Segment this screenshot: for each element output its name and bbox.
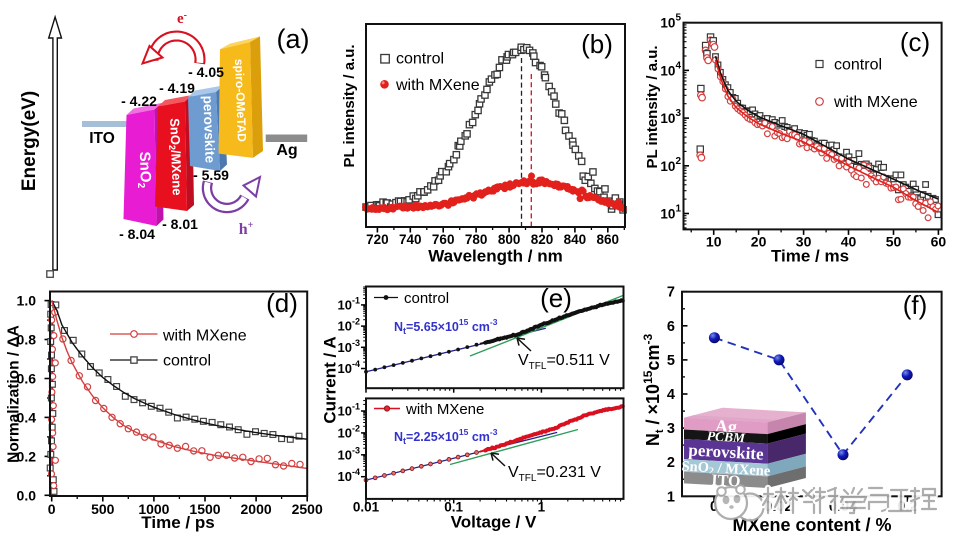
svg-text:1.0: 1.0 [17,293,37,309]
svg-text:0.2: 0.2 [17,448,37,464]
svg-text:(d): (d) [266,288,298,318]
svg-text:SnO2/MXene: SnO2/MXene [166,118,185,196]
svg-text:0.4: 0.4 [17,409,37,425]
svg-text:(b): (b) [581,29,613,59]
svg-text:control: control [834,57,882,74]
svg-text:- 4.19: - 4.19 [159,80,195,96]
svg-text:3: 3 [667,421,675,437]
svg-text:with MXene: with MXene [395,77,480,94]
svg-text:Wavelength / nm: Wavelength / nm [428,247,562,266]
svg-text:Ag: Ag [276,142,297,159]
svg-text:2: 2 [667,455,675,471]
svg-text:0: 0 [710,499,718,515]
svg-text:- 5.59: - 5.59 [193,167,229,183]
svg-text:0.6: 0.6 [17,371,37,387]
svg-text:e-: e- [177,10,187,27]
svg-text:0.0: 0.0 [17,487,37,503]
svg-text:spiro-OMeTAD: spiro-OMeTAD [232,59,249,143]
svg-text:control: control [404,290,449,307]
svg-text:Nt=5.65×1015 cm-3: Nt=5.65×1015 cm-3 [394,317,498,336]
svg-text:(a): (a) [277,24,310,54]
svg-text:0.8: 0.8 [17,332,37,348]
svg-text:40: 40 [841,233,857,249]
svg-text:860: 860 [597,232,620,247]
svg-text:(e): (e) [540,283,572,313]
svg-text:6: 6 [667,319,675,335]
svg-text:1: 1 [538,500,546,515]
svg-text:7: 7 [667,285,675,301]
svg-text:SnO2: SnO2 [134,151,154,188]
svg-text:2500: 2500 [292,501,323,517]
svg-text:Nt=2.25×1015 cm-3: Nt=2.25×1015 cm-3 [394,427,498,446]
svg-text:control: control [163,353,211,370]
svg-text:Energy(eV): Energy(eV) [19,91,40,191]
svg-text:- 4.05: - 4.05 [188,64,224,80]
svg-text:(c): (c) [900,27,930,57]
svg-text:5: 5 [667,353,675,369]
svg-text:Nt / ×1015cm-3: Nt / ×1015cm-3 [641,334,666,447]
svg-text:with MXene: with MXene [833,94,918,111]
svg-text:- 4.22: - 4.22 [121,93,157,109]
svg-text:0: 0 [48,501,56,517]
svg-text:ITO: ITO [89,130,115,147]
svg-text:PL intensity / a.u.: PL intensity / a.u. [341,44,358,167]
svg-text:0.1: 0.1 [444,500,463,515]
svg-text:perovskite: perovskite [688,440,765,463]
svg-text:with MXene: with MXene [162,328,247,345]
svg-text:720: 720 [366,232,389,247]
svg-text:- 8.01: - 8.01 [162,216,198,232]
svg-text:30: 30 [796,233,812,249]
svg-text:780: 780 [465,232,488,247]
svg-text:- 8.04: - 8.04 [119,226,155,242]
svg-text:Current / A: Current / A [321,336,340,423]
svg-text:0.01: 0.01 [353,500,380,515]
svg-text:740: 740 [399,232,422,247]
svg-text:(f): (f) [903,290,928,320]
svg-text:60: 60 [931,233,947,249]
svg-text:Voltage / V: Voltage / V [451,513,537,532]
svg-text:PL intensity / a.u.: PL intensity / a.u. [644,45,661,168]
svg-text:with MXene: with MXene [405,401,484,418]
svg-text:800: 800 [498,232,521,247]
svg-text:ITO: ITO [711,472,741,491]
svg-text:1000: 1000 [138,501,169,517]
svg-text:Time / ms: Time / ms [771,247,849,266]
svg-text:10: 10 [706,233,722,249]
svg-text:50: 50 [886,233,902,249]
svg-text:20: 20 [751,233,767,249]
svg-text:perovskite: perovskite [200,95,217,164]
svg-text:1: 1 [667,489,675,505]
svg-text:MXene content / %: MXene content / % [732,515,891,535]
svg-text:Time / ps: Time / ps [141,513,214,532]
svg-text:Normalization / ΔA: Normalization / ΔA [6,325,23,463]
svg-text:840: 840 [564,232,587,247]
svg-text:4: 4 [667,387,675,403]
svg-text:820: 820 [531,232,554,247]
svg-text:1500: 1500 [189,501,220,517]
svg-text:500: 500 [91,501,115,517]
svg-text:control: control [396,51,444,68]
svg-text:760: 760 [432,232,455,247]
svg-text:2000: 2000 [241,501,272,517]
